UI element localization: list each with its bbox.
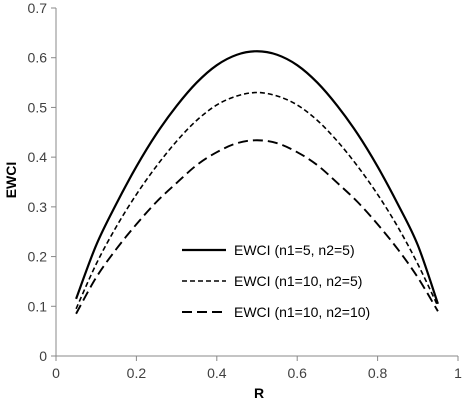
x-tick-label: 0.8 <box>368 365 388 381</box>
y-tick-label: 0.7 <box>28 0 48 16</box>
x-axis-title: R <box>254 385 264 401</box>
legend: EWCI (n1=5, n2=5) EWCI (n1=10, n2=5) EWCI … <box>182 242 370 320</box>
legend-label-2: EWCI (n1=10, n2=5) <box>234 273 362 289</box>
y-axis: 0 0.1 0.2 0.3 0.4 0.5 0.6 0.7 <box>28 0 57 364</box>
legend-label-3: EWCI (n1=10, n2=10) <box>234 304 370 320</box>
y-axis-title: EWCI <box>3 162 19 199</box>
y-tick-label: 0.6 <box>28 50 48 66</box>
x-tick-label: 0.4 <box>207 365 227 381</box>
legend-label-1: EWCI (n1=5, n2=5) <box>234 242 355 258</box>
x-axis: 0 0.2 0.4 0.6 0.8 1 <box>52 355 462 381</box>
y-tick-label: 0.5 <box>28 99 48 115</box>
series-line-3 <box>75 139 439 315</box>
y-tick-label: 0.2 <box>28 249 48 265</box>
x-tick-label: 0 <box>52 365 60 381</box>
y-tick-label: 0.4 <box>28 149 48 165</box>
series-lines <box>75 50 439 315</box>
y-tick-label: 0.3 <box>28 199 48 215</box>
x-tick-label: 0.6 <box>287 365 307 381</box>
x-tick-label: 1 <box>454 365 462 381</box>
series-line-1 <box>75 50 439 305</box>
y-tick-label: 0.1 <box>28 298 48 314</box>
series-line-2 <box>75 91 439 310</box>
y-tick-label: 0 <box>39 348 47 364</box>
x-tick-label: 0.2 <box>127 365 147 381</box>
